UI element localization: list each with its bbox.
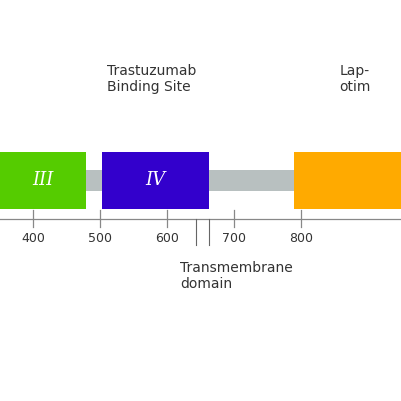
Text: 500: 500 [88,232,112,245]
Bar [0,152,85,209]
Text: Lap-
otim: Lap- otim [340,64,371,94]
Text: Transmembrane
domain: Transmembrane domain [180,261,293,291]
Text: 400: 400 [22,232,45,245]
Bar [102,152,209,209]
Text: 600: 600 [155,232,179,245]
Text: 800: 800 [289,232,313,245]
Bar [0,170,401,191]
Text: IV: IV [146,172,166,189]
Bar [294,152,401,209]
Text: III: III [32,172,53,189]
Text: 700: 700 [222,232,246,245]
Text: Trastuzumab
Binding Site: Trastuzumab Binding Site [107,64,196,94]
